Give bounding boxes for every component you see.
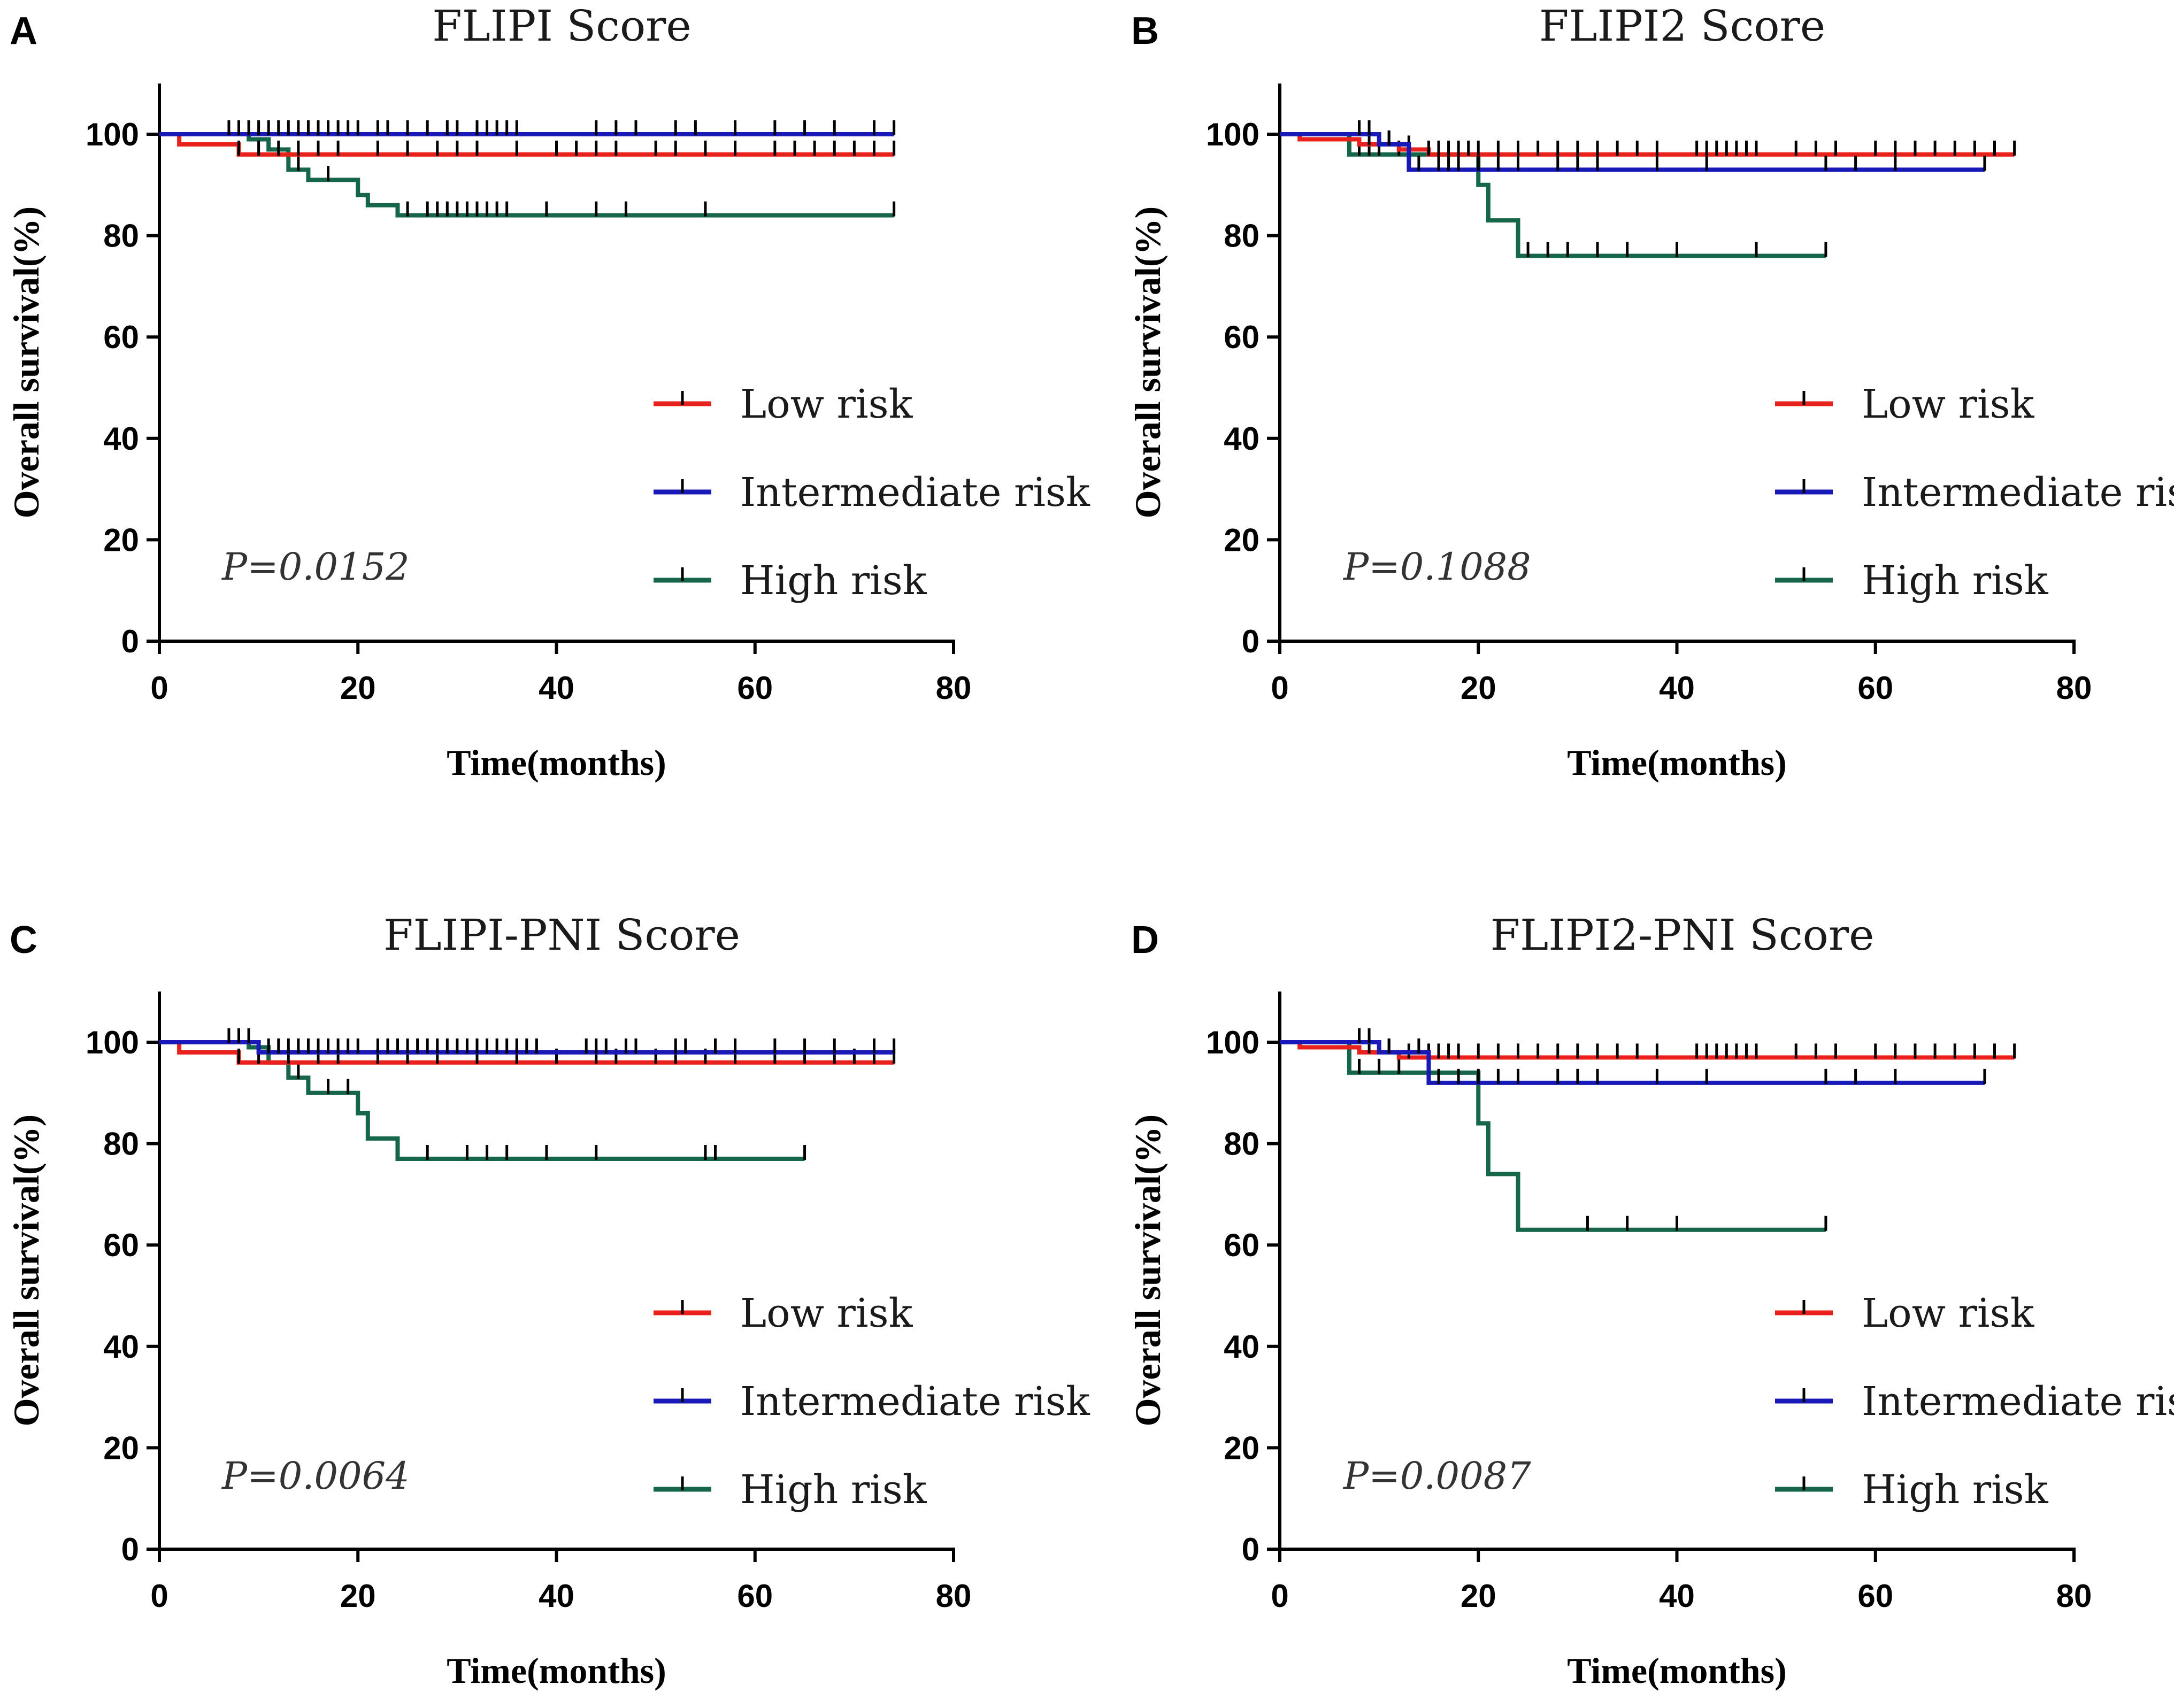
- y-tick-label: 20: [1224, 522, 1259, 558]
- legend-label: Intermediate risk: [740, 470, 1090, 516]
- chart-title: FLIPI2-PNI Score: [1491, 910, 1875, 960]
- legend-label: Intermediate risk: [1862, 1379, 2174, 1425]
- x-tick-label: 80: [936, 1578, 972, 1614]
- survival-curve: [1280, 1040, 1985, 1085]
- series-intermediate-risk: [159, 1028, 896, 1055]
- y-axis-label: Overall survival(%): [1127, 1114, 1168, 1427]
- x-tick-label: 0: [150, 670, 168, 706]
- survival-curve: [1280, 132, 1985, 172]
- x-tick-label: 0: [150, 1578, 168, 1614]
- legend-label: Low risk: [740, 1290, 913, 1336]
- x-tick-label: 40: [539, 670, 574, 706]
- y-tick-label: 20: [1224, 1430, 1259, 1466]
- survival-curve: [159, 1040, 894, 1055]
- y-tick-label: 40: [1224, 421, 1259, 457]
- x-tick-label: 60: [1857, 670, 1893, 706]
- y-tick-label: 40: [1224, 1329, 1259, 1365]
- panel-letter: B: [1131, 10, 1159, 52]
- panel-letter: C: [10, 919, 37, 961]
- y-tick-label: 80: [103, 1126, 139, 1162]
- x-tick-label: 20: [1461, 1578, 1496, 1614]
- p-value-annotation: P=0.0152: [221, 545, 410, 589]
- y-axis-label: Overall survival(%): [1127, 206, 1168, 519]
- legend-label: Low risk: [1862, 381, 2035, 427]
- y-tick-label: 20: [103, 1430, 139, 1466]
- y-tick-label: 0: [121, 624, 139, 659]
- panel-a: A FLIPI Score 0 20 40 60 80 100 0 20 40 60 80 Time(mo…: [6, 1, 1090, 783]
- y-tick-label: 40: [103, 1329, 139, 1365]
- survival-curve: [159, 1040, 805, 1161]
- y-tick-label: 100: [1206, 117, 1259, 152]
- y-tick-label: 0: [1242, 624, 1259, 659]
- y-tick-label: 100: [1206, 1025, 1259, 1060]
- y-tick-label: 0: [121, 1532, 139, 1567]
- survival-curve: [1280, 1040, 1826, 1232]
- y-tick-label: 0: [1242, 1532, 1259, 1567]
- x-tick-label: 40: [1659, 670, 1695, 706]
- y-tick-label: 100: [86, 117, 139, 152]
- x-tick-label: 80: [936, 670, 972, 706]
- p-value-annotation: P=0.0087: [1342, 1454, 1531, 1498]
- y-tick-label: 80: [1224, 1126, 1259, 1162]
- series-intermediate-risk: [159, 120, 896, 136]
- series-intermediate-risk: [1280, 120, 1986, 172]
- x-tick-label: 60: [737, 670, 773, 706]
- y-tick-label: 80: [103, 218, 139, 254]
- x-tick-label: 40: [539, 1578, 574, 1614]
- legend-label: High risk: [740, 558, 927, 604]
- y-tick-label: 20: [103, 522, 139, 558]
- x-tick-label: 80: [2056, 670, 2092, 706]
- series-high-risk: [159, 120, 896, 218]
- legend-label: Low risk: [1862, 1290, 2035, 1336]
- legend-label: Low risk: [740, 381, 913, 427]
- x-tick-label: 0: [1271, 670, 1288, 706]
- series-high-risk: [1280, 1040, 1827, 1232]
- survival-curve: [1280, 132, 1826, 258]
- x-axis-label: Time(months): [447, 742, 666, 783]
- x-tick-label: 20: [1461, 670, 1496, 706]
- legend-label: High risk: [740, 1467, 927, 1513]
- x-tick-label: 40: [1659, 1578, 1695, 1614]
- x-axis-label: Time(months): [1567, 742, 1787, 783]
- chart-title: FLIPI2 Score: [1539, 1, 1825, 51]
- y-tick-label: 60: [103, 319, 139, 355]
- x-tick-label: 60: [737, 1578, 773, 1614]
- y-tick-label: 60: [103, 1227, 139, 1263]
- panel-letter: D: [1131, 919, 1159, 961]
- x-tick-label: 20: [340, 1578, 376, 1614]
- series-high-risk: [159, 1028, 806, 1161]
- legend-label: High risk: [1862, 1467, 2049, 1513]
- panel-letter: A: [10, 10, 37, 52]
- x-axis-label: Time(months): [447, 1650, 666, 1691]
- panel-d: D FLIPI2-PNI Score 0 20 40 60 80 100 0 20 40 60 80 Ti…: [1127, 910, 2174, 1691]
- p-value-annotation: P=0.0064: [221, 1454, 410, 1498]
- chart-title: FLIPI Score: [432, 1, 691, 51]
- y-tick-label: 80: [1224, 218, 1259, 254]
- x-tick-label: 0: [1271, 1578, 1288, 1614]
- legend-label: High risk: [1862, 558, 2049, 604]
- series-intermediate-risk: [1280, 1028, 1986, 1085]
- panel-b: B FLIPI2 Score 0 20 40 60 80 100 0 20 40 60 80 Time(m…: [1127, 1, 2174, 783]
- x-tick-label: 80: [2056, 1578, 2092, 1614]
- legend-label: Intermediate risk: [1862, 470, 2174, 516]
- y-axis-label: Overall survival(%): [6, 1114, 47, 1427]
- y-tick-label: 100: [86, 1025, 139, 1060]
- chart-title: FLIPI-PNI Score: [383, 910, 740, 960]
- x-tick-label: 60: [1857, 1578, 1893, 1614]
- x-axis-label: Time(months): [1567, 1650, 1787, 1691]
- y-tick-label: 60: [1224, 319, 1259, 355]
- panel-c: C FLIPI-PNI Score 0 20 40 60 80 100 0 20 40 60 80 Tim…: [6, 910, 1090, 1691]
- x-tick-label: 20: [340, 670, 376, 706]
- p-value-annotation: P=0.1088: [1342, 545, 1531, 589]
- survival-curve: [159, 132, 894, 218]
- y-tick-label: 60: [1224, 1227, 1259, 1263]
- y-axis-label: Overall survival(%): [6, 206, 47, 519]
- legend-label: Intermediate risk: [740, 1379, 1090, 1425]
- y-tick-label: 40: [103, 421, 139, 457]
